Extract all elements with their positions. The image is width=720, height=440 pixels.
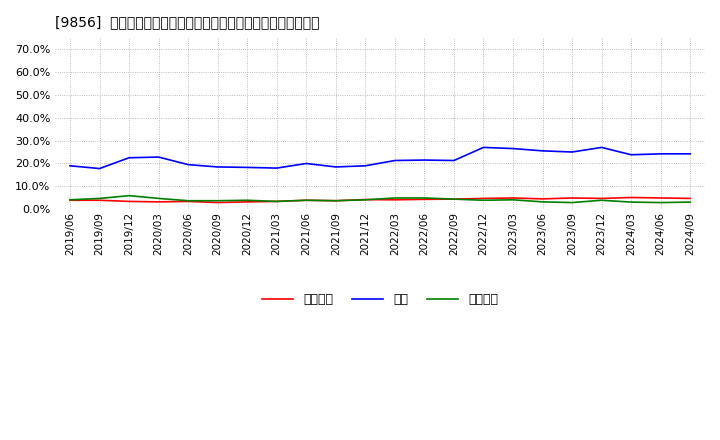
買入債務 (568, 200, 577, 205)
売上債権 (125, 199, 133, 204)
在庫 (125, 155, 133, 161)
在庫 (449, 158, 458, 163)
買入債務 (539, 199, 547, 205)
Legend: 売上債権, 在庫, 買入債務: 売上債権, 在庫, 買入債務 (257, 288, 503, 311)
売上債権 (184, 199, 192, 204)
売上債権 (686, 196, 695, 201)
Line: 在庫: 在庫 (70, 147, 690, 169)
在庫 (184, 162, 192, 167)
買入債務 (390, 195, 399, 201)
売上債権 (302, 198, 310, 203)
在庫 (568, 149, 577, 154)
在庫 (95, 166, 104, 171)
在庫 (154, 154, 163, 160)
在庫 (657, 151, 665, 157)
売上債権 (66, 198, 74, 203)
売上債権 (95, 198, 104, 203)
売上債権 (272, 199, 281, 204)
在庫 (480, 145, 488, 150)
買入債務 (66, 197, 74, 202)
売上債権 (390, 197, 399, 202)
買入債務 (509, 197, 518, 202)
買入債務 (627, 199, 636, 205)
売上債権 (509, 195, 518, 201)
在庫 (686, 151, 695, 157)
売上債権 (361, 197, 369, 202)
売上債権 (213, 200, 222, 205)
在庫 (361, 163, 369, 169)
Line: 売上債権: 売上債権 (70, 198, 690, 202)
売上債権 (480, 196, 488, 201)
売上債権 (420, 197, 428, 202)
在庫 (66, 163, 74, 169)
買入債務 (480, 198, 488, 203)
買入債務 (213, 198, 222, 203)
在庫 (302, 161, 310, 166)
売上債権 (154, 199, 163, 205)
買入債務 (302, 198, 310, 203)
売上債権 (449, 197, 458, 202)
買入債務 (331, 198, 340, 203)
在庫 (331, 164, 340, 169)
在庫 (598, 145, 606, 150)
買入債務 (154, 196, 163, 201)
買入債務 (686, 199, 695, 205)
買入債務 (243, 198, 251, 203)
在庫 (272, 165, 281, 171)
Line: 買入債務: 買入債務 (70, 196, 690, 202)
在庫 (627, 152, 636, 158)
売上債権 (331, 198, 340, 203)
買入債務 (361, 197, 369, 202)
買入債務 (598, 198, 606, 203)
売上債権 (598, 196, 606, 201)
売上債権 (539, 196, 547, 202)
売上債権 (243, 199, 251, 205)
売上債権 (657, 195, 665, 201)
売上債権 (568, 195, 577, 201)
Text: [9856]  売上債権、在庫、買入債務の総資産に対する比率の推移: [9856] 売上債権、在庫、買入債務の総資産に対する比率の推移 (55, 15, 320, 29)
在庫 (539, 148, 547, 154)
在庫 (420, 158, 428, 163)
買入債務 (272, 199, 281, 204)
買入債務 (657, 200, 665, 205)
買入債務 (184, 198, 192, 203)
在庫 (509, 146, 518, 151)
買入債務 (95, 196, 104, 201)
在庫 (390, 158, 399, 163)
買入債務 (125, 193, 133, 198)
在庫 (243, 165, 251, 170)
売上債権 (627, 195, 636, 200)
在庫 (213, 164, 222, 169)
買入債務 (449, 197, 458, 202)
買入債務 (420, 195, 428, 201)
